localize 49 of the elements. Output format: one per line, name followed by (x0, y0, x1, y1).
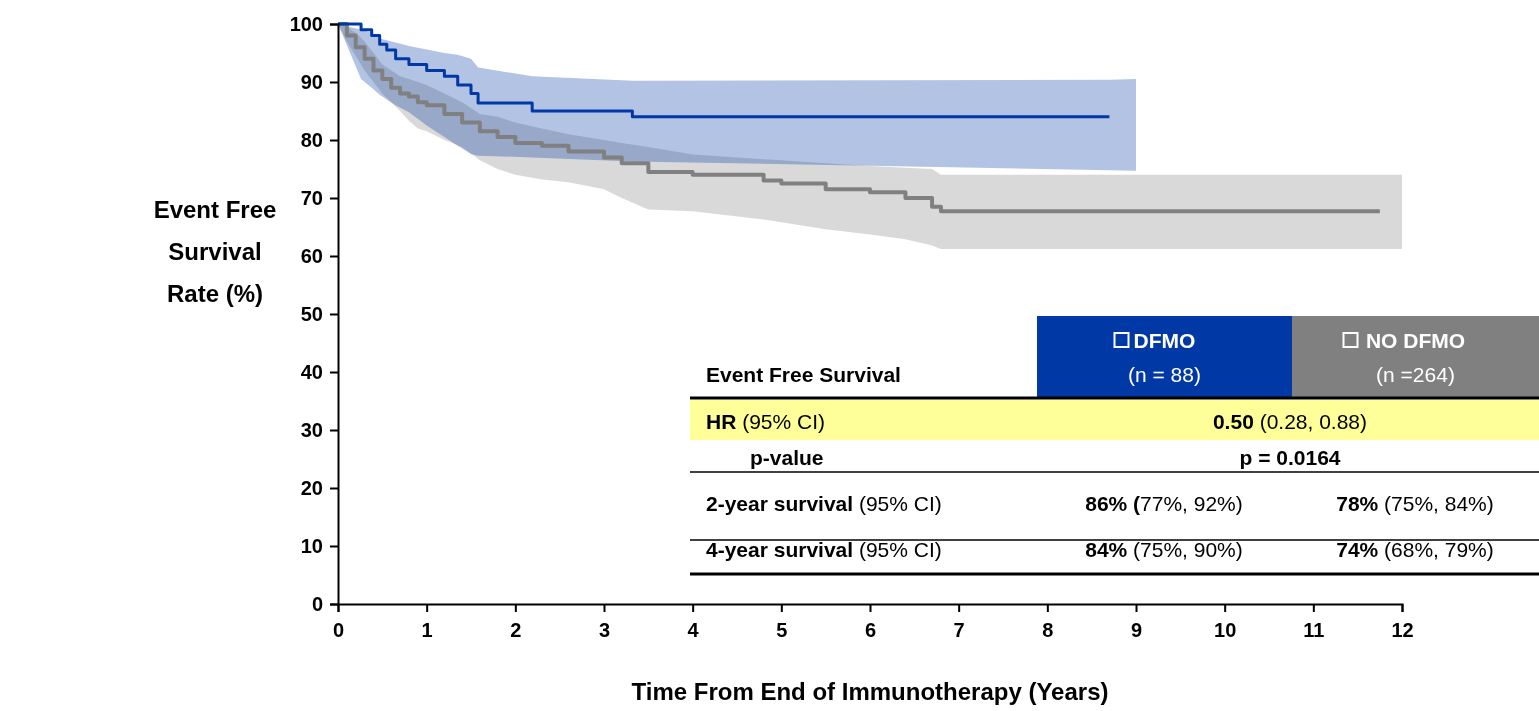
x-tick-label: 10 (1214, 619, 1237, 641)
y-tick-label: 60 (300, 244, 323, 267)
annotation: 4-year survival (706, 538, 854, 561)
x-tick-label: 0 (332, 619, 345, 641)
annotation: (0.28, 0.88) (1253, 410, 1368, 433)
y-tick-label: 90 (300, 70, 323, 93)
x-tick-label: 2 (510, 619, 522, 641)
annotation: (95% CI) (736, 410, 826, 433)
legend-label: NO DFMO (1365, 329, 1466, 352)
y-tick-label: 50 (300, 302, 323, 325)
annotation: p = 0.0164 (1239, 446, 1341, 469)
y-tick-label: 80 (300, 128, 323, 151)
annotation: (68%, 79%) (1378, 538, 1494, 561)
annotation: (n =264) (1376, 363, 1455, 386)
x-tick-label: 9 (1130, 619, 1143, 641)
x-tick-label: 5 (776, 619, 788, 641)
y-tick-label: 40 (300, 360, 323, 383)
annotation: (n = 88) (1128, 363, 1201, 386)
annotation: 78% (1336, 492, 1379, 515)
y-tick-label: 0 (311, 592, 323, 615)
annotation: (95% CI) (853, 492, 942, 515)
annotation: 77%, 92%) (1140, 492, 1243, 515)
annotation: (75%, 90%) (1127, 538, 1243, 561)
x-tick-label: 7 (953, 619, 965, 641)
x-axis-title: Time From End of Immunotherapy (Years) (631, 678, 1109, 705)
annotation: Event Free Survival (706, 363, 901, 386)
annotation: 0.50 (1212, 410, 1254, 433)
annotation: 74% (1336, 538, 1379, 561)
y-tick-label: 10 (300, 534, 323, 557)
x-tick-label: 1 (421, 619, 433, 641)
annotation: p-value (750, 446, 824, 469)
y-tick-label: 20 (300, 476, 323, 499)
x-tick-label: 8 (1042, 619, 1054, 641)
x-tick-label: 12 (1391, 619, 1414, 641)
y-tick-label: 100 (289, 12, 323, 35)
x-tick-label: 11 (1303, 619, 1325, 641)
annotation: (95% CI) (853, 538, 942, 561)
x-tick-label: 3 (598, 619, 611, 641)
y-axis-title: Event Free Survival Rate (%) (153, 196, 277, 307)
x-tick-label: 6 (864, 619, 877, 641)
annotation: 86% ( (1085, 492, 1141, 515)
x-tick-label: 4 (687, 619, 700, 641)
annotation: HR (706, 410, 737, 433)
y-tick-label: 30 (300, 418, 323, 441)
legend-label: DFMO (1133, 329, 1196, 352)
annotation: 84% (1085, 538, 1128, 561)
annotation: (75%, 84%) (1378, 492, 1494, 515)
y-tick-label: 70 (300, 186, 323, 209)
annotation: 2-year survival (706, 492, 854, 515)
